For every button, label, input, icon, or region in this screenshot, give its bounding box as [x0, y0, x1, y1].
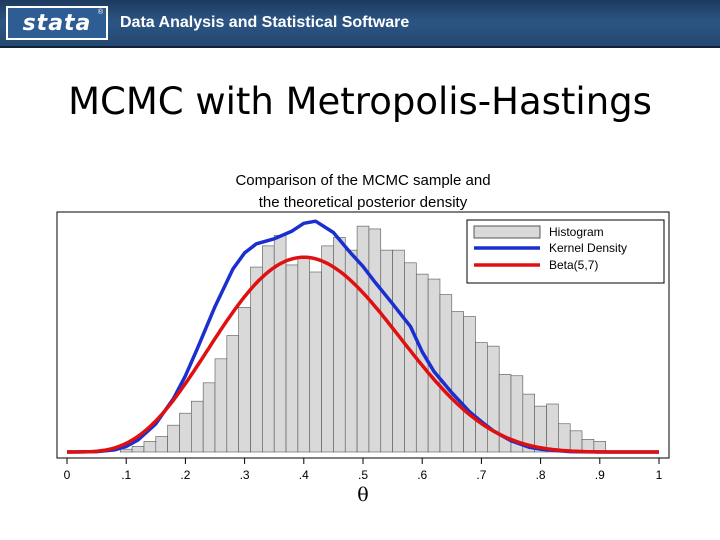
- legend-beta-label: Beta(5,7): [549, 258, 598, 272]
- header-divider: [0, 46, 720, 48]
- histogram-bar: [463, 316, 476, 453]
- histogram-bar: [392, 249, 405, 453]
- density-lines: [66, 219, 659, 454]
- histogram-bar: [155, 436, 168, 453]
- histogram-bar: [131, 446, 145, 453]
- mcmc-chart: Comparison of the MCMC sample and the th…: [56, 172, 670, 505]
- header-tagline: Data Analysis and Statistical Software: [120, 14, 410, 31]
- histogram-bar: [451, 311, 464, 453]
- histogram-bar: [285, 264, 299, 453]
- x-tick-label: .8: [536, 468, 546, 482]
- histogram-bar: [179, 412, 192, 453]
- histogram-bar: [143, 441, 157, 453]
- x-tick-label: .4: [299, 468, 309, 482]
- histogram-bar: [119, 448, 133, 453]
- histogram-bar: [439, 294, 453, 453]
- x-tick-label: .3: [240, 468, 250, 482]
- histogram-bar: [558, 423, 571, 453]
- histogram-bar: [380, 249, 393, 453]
- x-tick-label: .9: [595, 468, 605, 482]
- x-axis-label: θ: [357, 484, 368, 505]
- x-tick-label: .7: [476, 468, 486, 482]
- histogram-bar: [569, 430, 583, 453]
- header-bar: stata ® Data Analysis and Statistical So…: [0, 0, 720, 48]
- histogram-bar: [546, 403, 559, 453]
- histogram-bar: [191, 400, 204, 453]
- histogram-bar: [487, 345, 500, 453]
- chart-subtitle: the theoretical posterior density: [259, 194, 468, 211]
- x-axis-ticks: 0 .1 .2 .3 .4 .5 .6 .7 .8 .9 1: [64, 458, 663, 482]
- histogram-bar: [297, 256, 311, 453]
- stata-logo: stata ®: [6, 6, 108, 40]
- x-tick-label: .1: [121, 468, 131, 482]
- histogram-bar: [368, 228, 382, 453]
- x-tick-label: .2: [180, 468, 190, 482]
- histogram-bar: [238, 306, 251, 453]
- logo-text: stata: [22, 10, 92, 36]
- histogram-bar: [226, 335, 239, 453]
- registered-mark: ®: [97, 9, 103, 16]
- histogram-bars: [119, 225, 607, 453]
- x-tick-label: 0: [64, 468, 71, 482]
- histogram-bar: [250, 266, 263, 453]
- legend-histogram-label: Histogram: [549, 225, 604, 239]
- histogram-bar: [321, 245, 334, 453]
- histogram-bar: [475, 342, 488, 453]
- histogram-bar: [214, 358, 228, 453]
- histogram-bar: [309, 271, 322, 453]
- slide-title: MCMC with Metropolis-Hastings: [68, 80, 652, 123]
- histogram-bar: [202, 382, 216, 453]
- x-tick-label: .6: [417, 468, 427, 482]
- legend-kernel-label: Kernel Density: [549, 241, 627, 255]
- x-tick-label: 1: [656, 468, 663, 482]
- histogram-bar: [534, 405, 547, 453]
- x-tick-label: .5: [358, 468, 368, 482]
- beta-density-line: [67, 255, 659, 454]
- legend-histogram-swatch: [473, 225, 541, 239]
- legend: Histogram Kernel Density Beta(5,7): [466, 219, 665, 284]
- chart-title: Comparison of the MCMC sample and: [235, 172, 490, 189]
- histogram-bar: [167, 424, 180, 453]
